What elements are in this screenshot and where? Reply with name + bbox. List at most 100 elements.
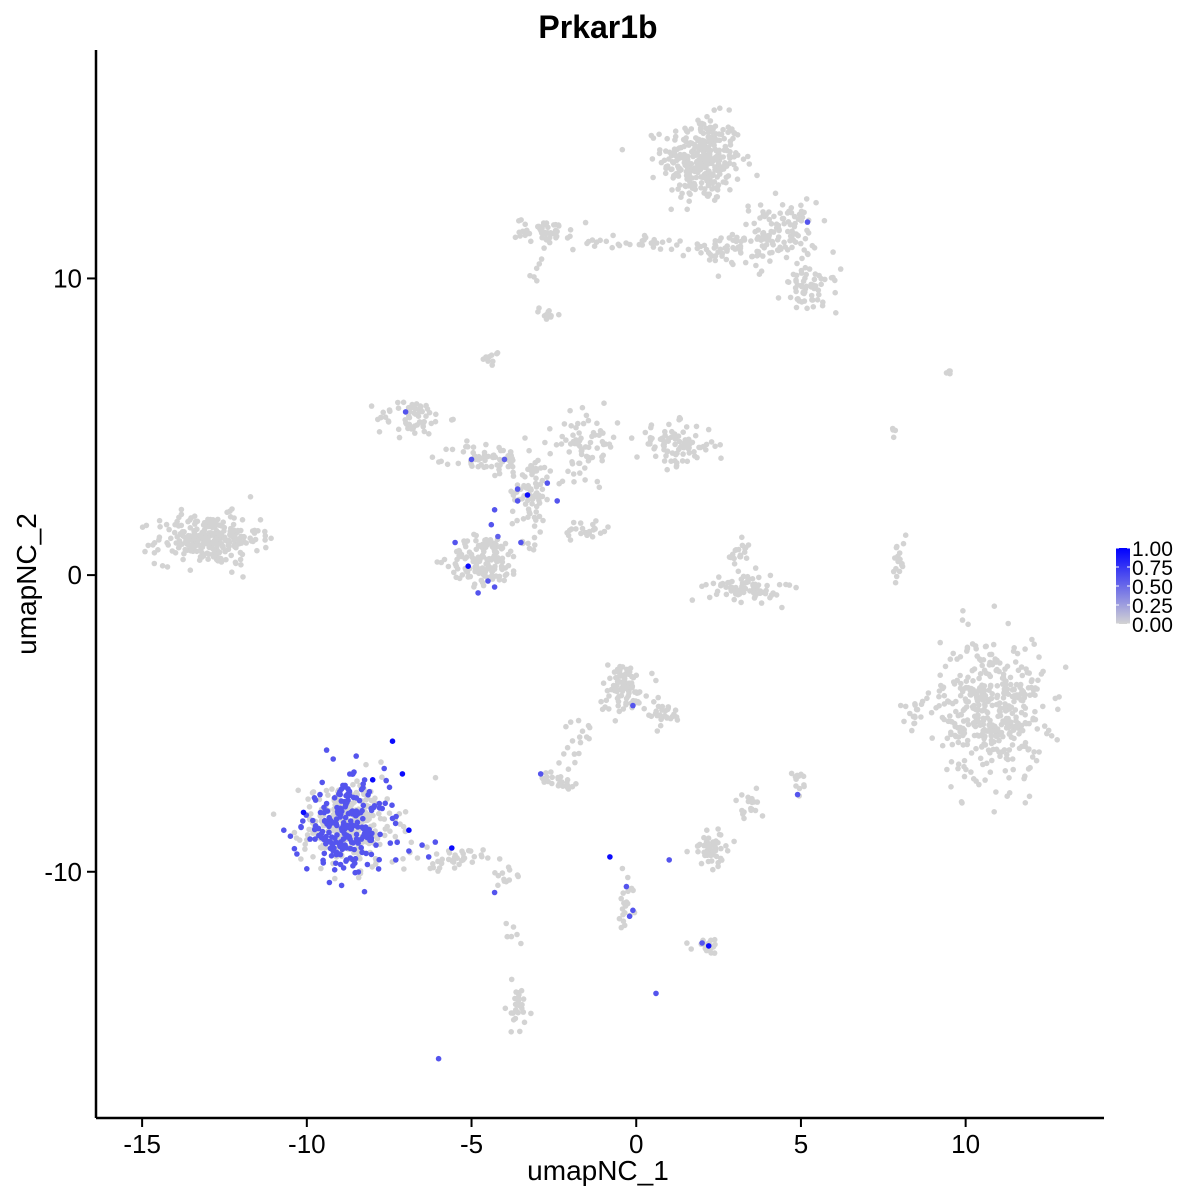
cell-point bbox=[514, 872, 521, 878]
cell-point bbox=[771, 213, 777, 220]
cell-point bbox=[199, 549, 205, 556]
cell-point bbox=[976, 675, 982, 682]
cell-point bbox=[579, 525, 586, 532]
cell-point bbox=[688, 161, 695, 167]
cell-point bbox=[619, 146, 626, 153]
cell-point bbox=[425, 854, 432, 860]
cell-point bbox=[586, 735, 592, 742]
cell-point bbox=[659, 703, 666, 710]
cell-point bbox=[227, 514, 234, 520]
cell-point bbox=[680, 136, 687, 143]
cell-point bbox=[724, 848, 731, 854]
cell-point bbox=[1002, 666, 1008, 672]
cell-point bbox=[740, 156, 747, 162]
cell-point bbox=[1002, 708, 1009, 714]
cell-point bbox=[342, 804, 349, 810]
cell-point bbox=[801, 782, 807, 788]
cell-point bbox=[528, 468, 535, 474]
cell-point bbox=[699, 145, 706, 151]
cell-point bbox=[580, 420, 587, 427]
cell-point bbox=[937, 639, 943, 646]
cell-point bbox=[978, 657, 984, 664]
cell-point bbox=[715, 273, 722, 280]
cell-point bbox=[620, 890, 626, 896]
cell-point bbox=[576, 750, 582, 757]
cell-point bbox=[151, 550, 158, 556]
cell-point bbox=[899, 560, 905, 567]
cell-point bbox=[501, 878, 508, 884]
x-axis-label: umapNC_1 bbox=[527, 1155, 669, 1186]
cell-point bbox=[991, 739, 997, 745]
cell-point bbox=[626, 913, 633, 920]
cell-point bbox=[686, 198, 692, 204]
cell-point bbox=[254, 547, 260, 554]
cell-point bbox=[544, 480, 551, 486]
cell-point bbox=[326, 879, 333, 886]
cell-point bbox=[936, 693, 942, 700]
cell-point bbox=[268, 535, 274, 542]
cell-point bbox=[968, 769, 974, 775]
cell-point bbox=[801, 247, 807, 253]
cell-point bbox=[649, 156, 656, 162]
cell-point bbox=[537, 529, 543, 535]
cell-point bbox=[603, 697, 610, 704]
cell-point bbox=[585, 722, 592, 729]
cell-point bbox=[353, 808, 360, 814]
cell-point bbox=[542, 775, 549, 781]
cell-point bbox=[1022, 800, 1029, 806]
cell-point bbox=[471, 581, 478, 587]
cell-point bbox=[962, 696, 969, 702]
cell-point bbox=[715, 249, 721, 255]
cell-point bbox=[405, 404, 412, 411]
cell-point bbox=[811, 245, 818, 251]
cell-point bbox=[652, 453, 659, 460]
cell-point bbox=[735, 568, 742, 575]
cell-point bbox=[510, 571, 517, 577]
cell-point bbox=[830, 249, 836, 255]
cell-point bbox=[1000, 695, 1007, 701]
cell-point bbox=[757, 588, 764, 594]
cell-point bbox=[804, 227, 810, 234]
cell-point bbox=[325, 792, 331, 798]
cell-point bbox=[421, 428, 428, 435]
cell-point bbox=[386, 784, 393, 791]
cell-point bbox=[625, 888, 631, 895]
cell-point bbox=[400, 823, 407, 830]
cell-point bbox=[815, 287, 822, 294]
cell-point bbox=[305, 796, 311, 802]
cell-point bbox=[485, 561, 491, 568]
cell-point bbox=[693, 143, 700, 150]
cell-point bbox=[804, 219, 811, 225]
cell-point bbox=[704, 827, 710, 833]
cell-point bbox=[650, 244, 657, 250]
cell-point bbox=[767, 258, 773, 264]
cell-point bbox=[178, 522, 185, 529]
cell-point bbox=[731, 561, 738, 567]
cell-point bbox=[414, 855, 421, 861]
cell-point bbox=[377, 815, 384, 822]
cell-point bbox=[607, 854, 613, 860]
cell-point bbox=[556, 223, 562, 229]
cell-point bbox=[187, 517, 193, 523]
cell-point bbox=[262, 528, 268, 535]
cell-point bbox=[653, 990, 659, 997]
cell-point bbox=[482, 537, 488, 543]
x-tick-label: 10 bbox=[951, 1129, 980, 1159]
cell-point bbox=[576, 460, 583, 467]
cell-point bbox=[619, 865, 626, 872]
cell-point bbox=[798, 240, 804, 247]
cell-point bbox=[698, 180, 705, 186]
cell-point bbox=[752, 228, 758, 235]
cell-point bbox=[711, 197, 718, 203]
cell-point bbox=[657, 147, 663, 153]
cell-point bbox=[794, 791, 801, 798]
cell-point bbox=[519, 228, 526, 235]
x-tick-label: 5 bbox=[794, 1129, 808, 1159]
cell-point bbox=[760, 253, 766, 259]
y-tick-label: -10 bbox=[44, 857, 82, 887]
cell-point bbox=[764, 236, 770, 243]
cell-point bbox=[674, 460, 680, 466]
cell-point bbox=[961, 757, 968, 764]
cell-point bbox=[496, 856, 503, 862]
